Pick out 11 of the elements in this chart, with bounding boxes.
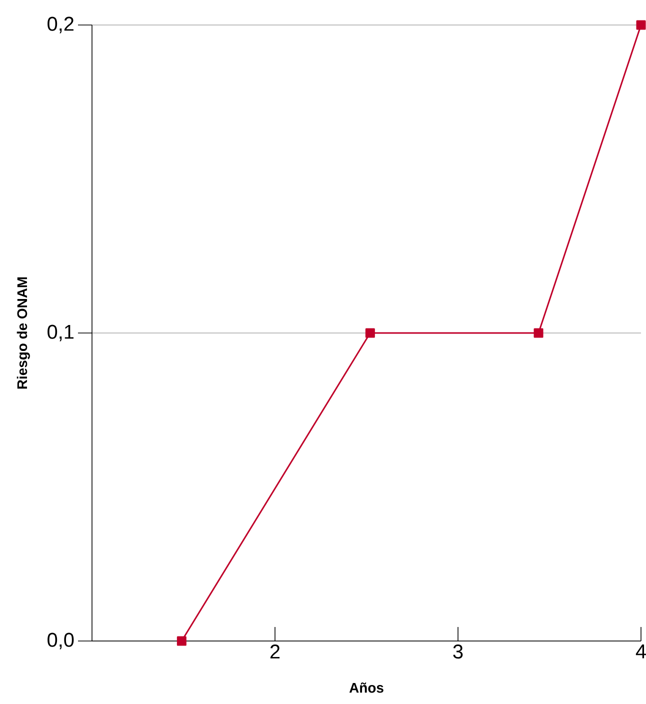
x-axis-title: Años <box>349 682 384 693</box>
point <box>365 328 375 338</box>
y-tick-label: 0,1 <box>48 324 74 342</box>
y-axis-title: Riesgo de ONAM <box>16 277 30 389</box>
x-tick-label: 4 <box>636 644 646 658</box>
y-tick-label: 0,0 <box>48 632 74 650</box>
x-tick-label: 3 <box>453 644 463 659</box>
point <box>534 328 544 338</box>
x-tick-label: 2 <box>270 644 280 658</box>
point <box>176 636 186 646</box>
y-tick-label: 0,2 <box>48 16 74 34</box>
